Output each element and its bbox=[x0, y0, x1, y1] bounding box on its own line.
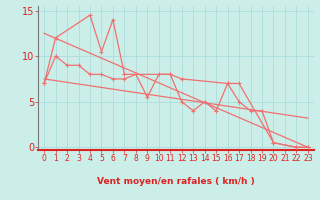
X-axis label: Vent moyen/en rafales ( km/h ): Vent moyen/en rafales ( km/h ) bbox=[97, 177, 255, 186]
